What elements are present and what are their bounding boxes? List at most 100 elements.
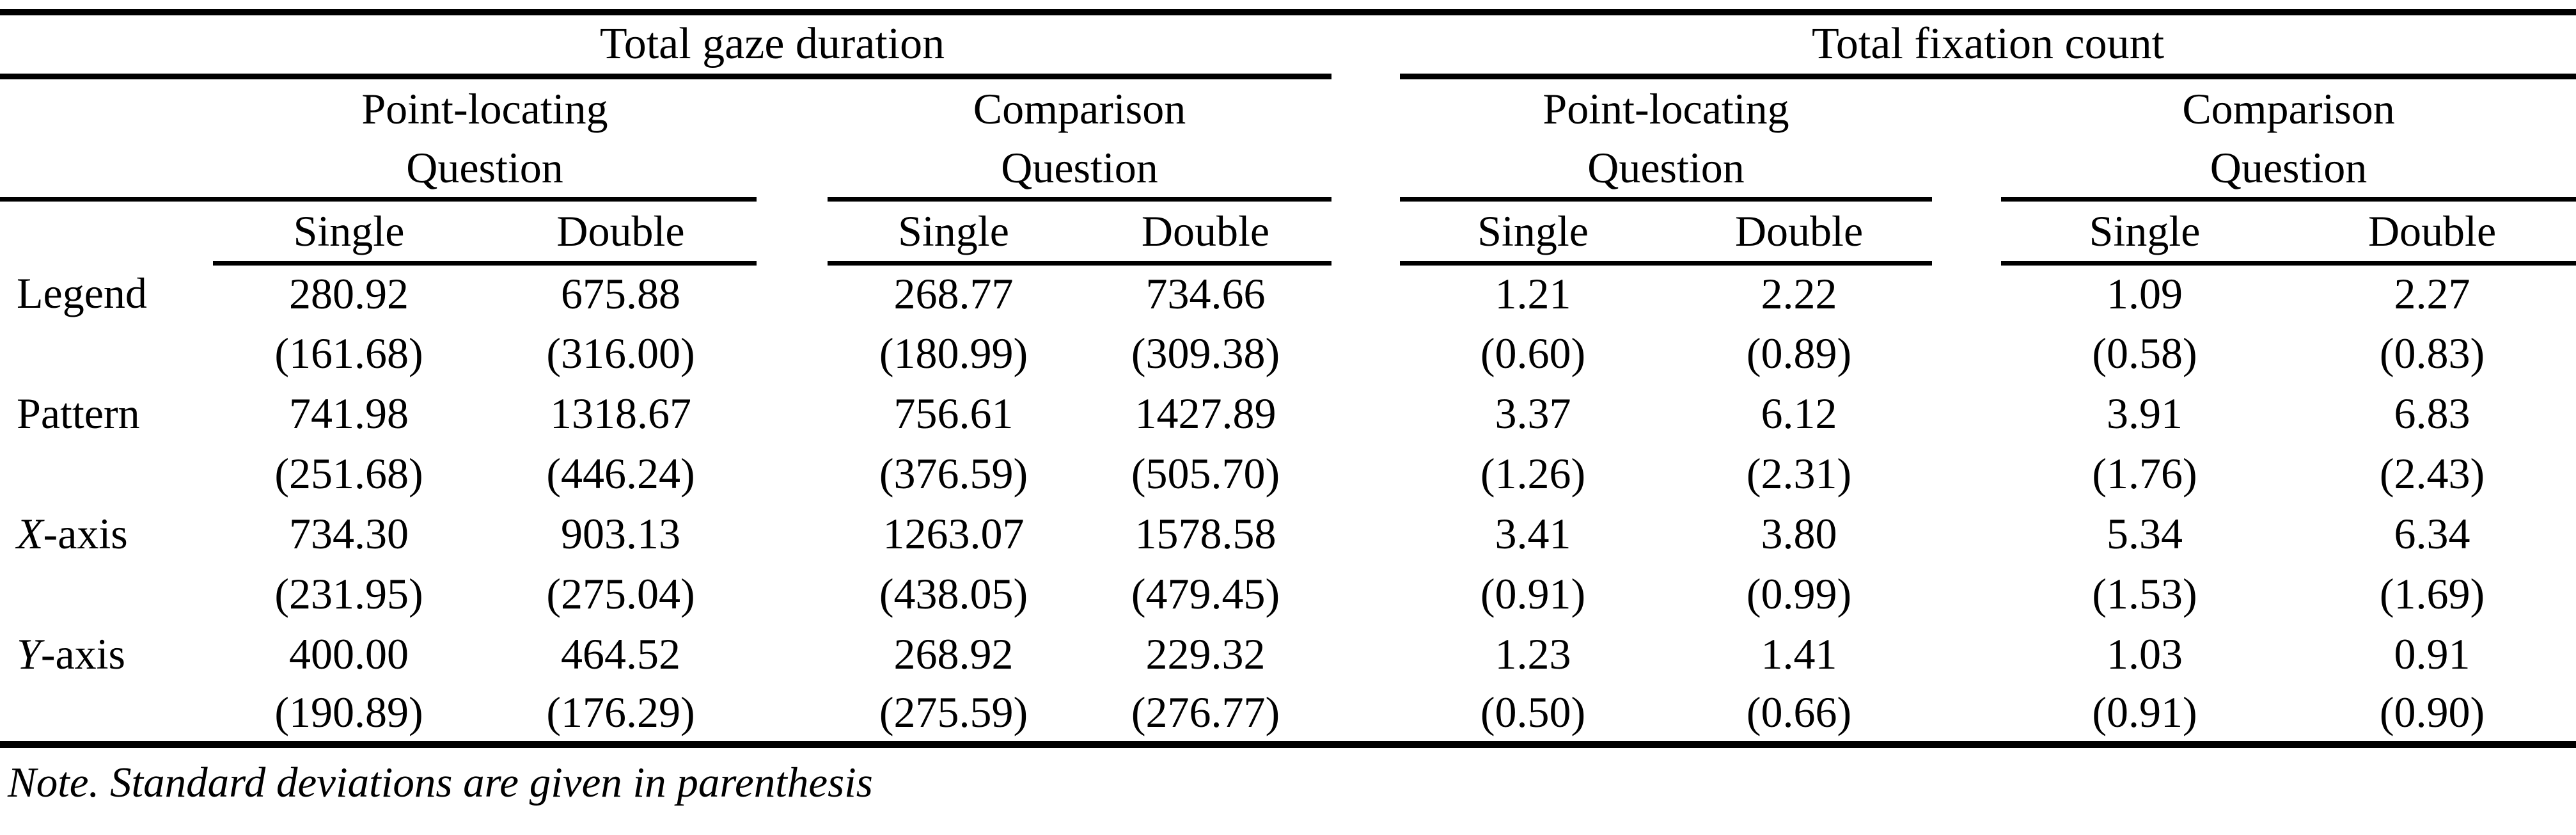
cell-value: 229.32: [1145, 629, 1266, 678]
stub-spacer: [0, 443, 213, 504]
cell-sd: (190.89): [213, 684, 485, 748]
row-label-text: Legend: [17, 268, 147, 317]
question-spanner-line1: Comparison: [2182, 84, 2395, 133]
cell-value: 1.41: [1761, 629, 1837, 678]
spacer-cell: [1331, 76, 1400, 199]
col-header-double: Double: [1666, 199, 1933, 266]
spacer-cell: [1932, 443, 2001, 504]
spacer-cell: [1932, 199, 2001, 263]
spacer-cell: [1932, 76, 2001, 199]
spacer-cell: [1331, 624, 1400, 684]
cell-value: 280.92: [289, 269, 409, 319]
stub-spacer: [0, 684, 213, 748]
cell-sd: (1.69): [2379, 569, 2485, 618]
col-header-double: Double: [1080, 199, 1332, 266]
stub-spacer: [0, 76, 213, 202]
table-row-pattern-sd: (251.68) (446.24) (376.59) (505.70) (1.2…: [0, 443, 2576, 504]
header-comparison-question-gaze: Comparison Question: [828, 76, 1332, 202]
cell-value: 400.00: [289, 629, 409, 678]
cell-value: 2.27: [2394, 269, 2470, 319]
cell-sd: (276.77): [1080, 684, 1332, 748]
cell-sd: (0.50): [1400, 684, 1667, 748]
stub-spacer: [0, 323, 213, 383]
cell-value: 3.80: [1761, 509, 1837, 558]
cell-value: 268.92: [893, 629, 1014, 678]
cell-sd: (2.43): [2379, 449, 2485, 498]
row-label-text: -axis: [40, 629, 126, 678]
question-spanner-line2: Question: [1001, 143, 1158, 192]
cell-sd: (275.04): [546, 569, 695, 618]
cell-sd: (309.38): [1131, 328, 1280, 378]
spacer-cell: [1932, 323, 2001, 383]
row-label-pattern: Pattern: [0, 383, 213, 443]
cell-sd: (0.83): [2379, 328, 2485, 378]
spacer-cell: [1331, 199, 1400, 263]
spanner-row: Total gaze duration Total fixation count: [0, 12, 2576, 79]
spacer-cell: [1331, 12, 1400, 76]
table-note: Note. Standard deviations are given in p…: [8, 758, 873, 806]
header-point-locating-question-fixation: Point-locating Question: [1400, 76, 1933, 202]
table-row-pattern-mean: Pattern 741.98 1318.67 756.61 1427.89 3.…: [0, 383, 2576, 443]
cell-value: 903.13: [561, 509, 680, 558]
cell-sd: (275.59): [828, 684, 1080, 748]
cell-sd: (0.60): [1480, 328, 1586, 378]
cell-value: 5.34: [2107, 509, 2183, 558]
spacer-cell: [1331, 263, 1400, 323]
spacer-cell: [1932, 624, 2001, 684]
cell-value: 3.91: [2107, 388, 2183, 438]
cell-sd: (505.70): [1131, 449, 1280, 498]
cell-value: 3.41: [1495, 509, 1571, 558]
table-row-yaxis-sd: (190.89) (176.29) (275.59) (276.77) (0.5…: [0, 684, 2576, 748]
spacer-cell: [757, 443, 828, 504]
spacer-cell: [1932, 564, 2001, 624]
cell-value: 1263.07: [883, 509, 1025, 558]
header-total-gaze-duration: Total gaze duration: [213, 12, 1332, 79]
cell-sd: (161.68): [274, 328, 423, 378]
spacer-cell: [1331, 323, 1400, 383]
cell-value: 6.12: [1761, 388, 1837, 438]
col-header-double: Double: [485, 199, 757, 266]
table-row-legend-sd: (161.68) (316.00) (180.99) (309.38) (0.6…: [0, 323, 2576, 383]
question-spanner-line2: Question: [406, 143, 563, 192]
header-comparison-question-fixation: Comparison Question: [2001, 76, 2576, 202]
cell-value: 1.23: [1495, 629, 1571, 678]
cell-sd: (0.66): [1666, 684, 1933, 748]
spacer-cell: [757, 263, 828, 323]
cell-sd: (438.05): [879, 569, 1028, 618]
cell-value: 1318.67: [550, 388, 691, 438]
col-header-double: Double: [2288, 199, 2576, 266]
stub-spacer: [0, 564, 213, 624]
cell-sd: (0.90): [2288, 684, 2576, 748]
cell-value: 1578.58: [1135, 509, 1276, 558]
header-total-fixation-count: Total fixation count: [1400, 12, 2576, 79]
row-label-y-axis: Y-axis: [0, 624, 213, 684]
cell-value: 1.21: [1495, 269, 1571, 319]
cell-sd: (231.95): [274, 569, 423, 618]
cell-value: 1.03: [2107, 629, 2183, 678]
cell-sd: (1.26): [1480, 449, 1586, 498]
spacer-cell: [757, 684, 828, 748]
cell-sd: (376.59): [879, 449, 1028, 498]
col-header-single: Single: [828, 199, 1080, 266]
table-row-xaxis-sd: (231.95) (275.04) (438.05) (479.45) (0.9…: [0, 564, 2576, 624]
cell-value: 3.37: [1495, 388, 1571, 438]
cell-value: 734.66: [1145, 269, 1266, 319]
question-spanner-line1: Point-locating: [361, 84, 608, 133]
spacer-cell: [1331, 504, 1400, 564]
spacer-cell: [1932, 504, 2001, 564]
cell-value: 675.88: [561, 269, 680, 319]
cell-sd: (446.24): [546, 449, 695, 498]
cell-value: 268.77: [893, 269, 1014, 319]
spacer-cell: [1331, 383, 1400, 443]
row-label-text: -axis: [43, 509, 128, 558]
header-point-locating-question-gaze: Point-locating Question: [213, 76, 757, 202]
table-row-yaxis-mean: Y-axis 400.00 464.52 268.92 229.32 1.23 …: [0, 624, 2576, 684]
stub-spacer: [0, 12, 213, 79]
spacer-cell: [1331, 564, 1400, 624]
spacer-cell: [757, 323, 828, 383]
cell-value: 0.91: [2394, 629, 2470, 678]
cell-sd: (2.31): [1746, 449, 1852, 498]
row-label-x-axis: X-axis: [0, 504, 213, 564]
results-table: Total gaze duration Total fixation count…: [0, 9, 2576, 748]
